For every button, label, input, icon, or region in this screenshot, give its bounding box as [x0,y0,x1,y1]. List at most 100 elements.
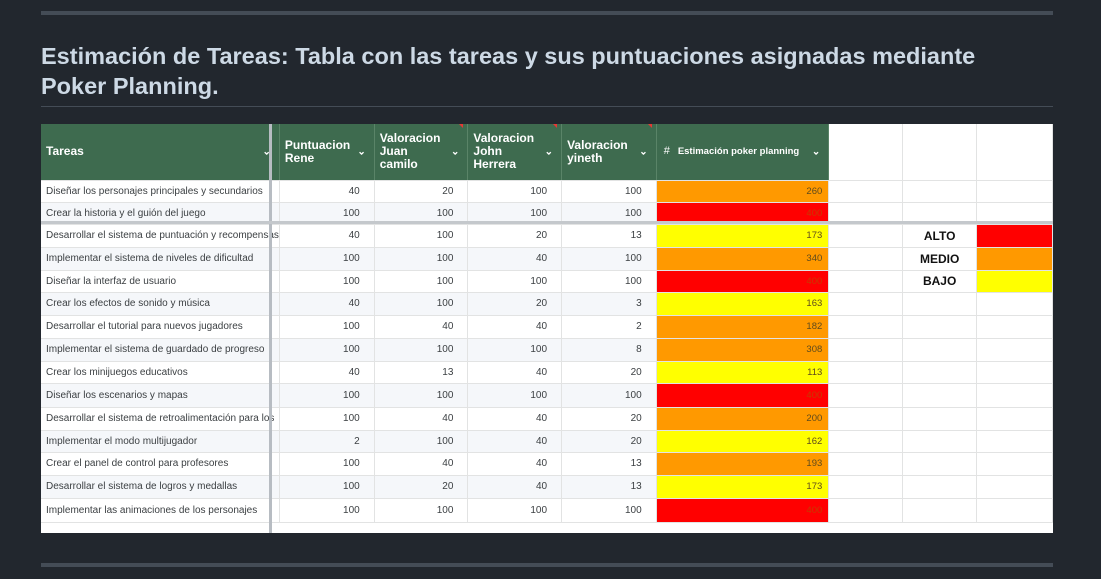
task-cell[interactable]: Desarrollar el sistema de retroalimentac… [41,407,280,431]
task-cell[interactable]: Crear los efectos de sonido y música [41,292,280,316]
header-tareas[interactable]: Tareas ⌄ [41,124,280,181]
empty-cell[interactable] [902,452,978,476]
empty-cell[interactable] [976,452,1053,476]
rene-cell[interactable]: 100 [279,338,375,362]
empty-cell[interactable] [902,292,978,316]
john-cell[interactable]: 100 [467,383,563,408]
freeze-column-handle[interactable] [269,124,272,533]
empty-cell[interactable] [976,407,1053,431]
empty-cell[interactable] [902,383,978,408]
legend-label[interactable]: MEDIO [902,247,978,271]
chevron-down-icon[interactable]: ⌄ [451,146,460,158]
juan-cell[interactable]: 100 [374,338,469,362]
empty-cell[interactable] [902,407,978,431]
estimacion-cell[interactable]: 113 [656,361,830,384]
yineth-cell[interactable]: 100 [561,498,657,523]
empty-cell[interactable] [976,292,1053,316]
legend-label[interactable]: BAJO [902,270,978,293]
empty-cell[interactable] [902,475,978,499]
empty-cell[interactable] [902,180,978,203]
empty-cell[interactable] [902,498,978,523]
empty-cell[interactable] [828,452,903,476]
rene-cell[interactable]: 100 [279,247,375,271]
estimacion-cell[interactable]: 400 [656,383,830,408]
chevron-down-icon[interactable]: ⌄ [811,146,821,158]
yineth-cell[interactable]: 3 [561,292,657,316]
juan-cell[interactable]: 40 [374,452,469,476]
chevron-down-icon[interactable]: ⌄ [357,146,366,158]
empty-cell[interactable] [828,430,903,453]
rene-cell[interactable]: 100 [279,452,375,476]
rene-cell[interactable]: 100 [279,475,375,499]
task-cell[interactable]: Desarrollar el sistema de puntuación y r… [41,224,280,248]
empty-cell[interactable] [902,124,978,181]
empty-cell[interactable] [902,361,978,384]
yineth-cell[interactable]: 13 [561,452,657,476]
estimacion-cell[interactable]: 200 [656,407,830,431]
juan-cell[interactable]: 100 [374,270,469,293]
john-cell[interactable]: 40 [467,430,563,453]
task-cell[interactable]: Crear el panel de control para profesore… [41,452,280,476]
empty-cell[interactable] [976,498,1053,523]
yineth-cell[interactable]: 100 [561,247,657,271]
chevron-down-icon[interactable]: ⌄ [639,146,648,158]
yineth-cell[interactable]: 8 [561,338,657,362]
yineth-cell[interactable]: 20 [561,361,657,384]
task-cell[interactable]: Implementar el sistema de guardado de pr… [41,338,280,362]
john-cell[interactable]: 40 [467,475,563,499]
empty-cell[interactable] [828,383,903,408]
john-cell[interactable]: 40 [467,247,563,271]
rene-cell[interactable]: 2 [279,430,375,453]
john-cell[interactable]: 100 [467,338,563,362]
juan-cell[interactable]: 100 [374,247,469,271]
spreadsheet[interactable]: Tareas ⌄ Puntuacion Rene ⌄ Valoracion Ju… [41,124,1053,533]
yineth-cell[interactable]: 100 [561,180,657,203]
chevron-down-icon[interactable]: ⌄ [262,146,271,158]
empty-cell[interactable] [828,475,903,499]
empty-cell[interactable] [976,124,1053,181]
yineth-cell[interactable]: 20 [561,407,657,431]
legend-swatch[interactable] [976,224,1053,248]
john-cell[interactable]: 100 [467,202,563,225]
rene-cell[interactable]: 100 [279,202,375,225]
estimacion-cell[interactable]: 173 [656,224,830,248]
task-cell[interactable]: Crear la historia y el guión del juego [41,202,280,225]
legend-swatch[interactable] [976,270,1053,293]
empty-cell[interactable] [828,338,903,362]
rene-cell[interactable]: 40 [279,292,375,316]
rene-cell[interactable]: 100 [279,407,375,431]
john-cell[interactable]: 40 [467,452,563,476]
estimacion-cell[interactable]: 182 [656,315,830,339]
john-cell[interactable]: 100 [467,270,563,293]
task-cell[interactable]: Diseñar los escenarios y mapas [41,383,280,408]
empty-cell[interactable] [828,315,903,339]
juan-cell[interactable]: 20 [374,475,469,499]
rene-cell[interactable]: 100 [279,383,375,408]
estimacion-cell[interactable]: 162 [656,430,830,453]
rene-cell[interactable]: 100 [279,270,375,293]
empty-cell[interactable] [976,383,1053,408]
rene-cell[interactable]: 100 [279,315,375,339]
empty-cell[interactable] [976,361,1053,384]
task-cell[interactable]: Diseñar los personajes principales y sec… [41,180,280,203]
juan-cell[interactable]: 20 [374,180,469,203]
empty-cell[interactable] [828,180,903,203]
empty-cell[interactable] [976,430,1053,453]
yineth-cell[interactable]: 2 [561,315,657,339]
yineth-cell[interactable]: 100 [561,270,657,293]
header-puntuacion-rene[interactable]: Puntuacion Rene ⌄ [279,124,375,181]
empty-cell[interactable] [828,247,903,271]
john-cell[interactable]: 100 [467,498,563,523]
task-cell[interactable]: Implementar el modo multijugador [41,430,280,453]
legend-swatch[interactable] [976,247,1053,271]
estimacion-cell[interactable]: 340 [656,247,830,271]
juan-cell[interactable]: 100 [374,430,469,453]
juan-cell[interactable]: 100 [374,224,469,248]
task-cell[interactable]: Desarrollar el sistema de logros y medal… [41,475,280,499]
header-valoracion-juan[interactable]: Valoracion Juan camilo ⌄ [374,124,469,181]
empty-cell[interactable] [902,315,978,339]
empty-cell[interactable] [902,338,978,362]
estimacion-cell[interactable]: 193 [656,452,830,476]
juan-cell[interactable]: 100 [374,292,469,316]
task-cell[interactable]: Implementar el sistema de niveles de dif… [41,247,280,271]
